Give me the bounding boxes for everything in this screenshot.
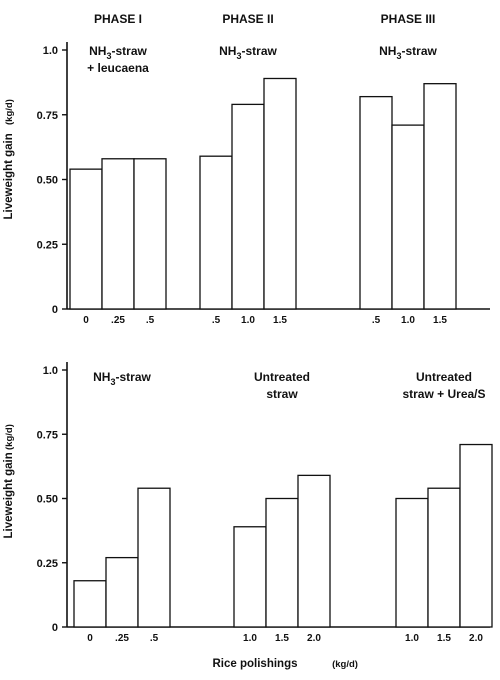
bar [359,95,393,310]
treatment-label-main: NH [93,370,110,384]
y-axis-label: Liveweight gain [3,452,15,538]
treatment-label-main: NH [379,44,396,58]
treatment-label-subscript: 3 [110,377,115,387]
x-tick-label: 0 [83,315,89,326]
treatment-label: NH3-straw [89,44,147,61]
treatment-label-line2: straw [266,387,298,401]
treatment-label-suffix: -straw [402,44,438,58]
x-tick-label: .25 [111,315,125,326]
y-tick-label: 0.75 [37,110,58,122]
y-axis-unit: (kg/d) [4,424,15,450]
bar [263,77,297,310]
bar [427,487,461,628]
x-axis-unit: (kg/d) [332,659,358,670]
treatment-label-subscript: 3 [106,51,111,61]
phase-label: PHASE I [94,12,142,26]
x-tick-label: 1.0 [241,315,255,326]
treatment-label-subscript: 3 [236,51,241,61]
x-tick-label: .25 [115,633,129,644]
treatment-label-suffix: -straw [116,370,152,384]
treatment-label: Untreated [416,370,472,384]
x-tick-label: .5 [150,633,159,644]
x-tick-label: 1.0 [405,633,419,644]
treatment-label-subscript: 3 [396,51,401,61]
x-tick-label: 1.0 [243,633,257,644]
treatment-label-main: Untreated [416,370,472,384]
bar [233,526,267,628]
y-tick-label: 0.50 [37,175,58,187]
treatment-label: NH3-straw [93,370,151,387]
bar [265,497,299,628]
bar [459,443,493,628]
y-tick-label: 1.0 [43,365,58,377]
y-tick-label: 0.50 [37,494,58,506]
y-tick-label: 0.25 [37,239,58,251]
bar [69,168,103,310]
bar [101,158,135,310]
treatment-label-main: Untreated [254,370,310,384]
treatment-label-main: NH [89,44,106,58]
y-tick-label: 1.0 [43,45,58,57]
y-axis-unit: (kg/d) [4,99,15,125]
treatment-label: Untreated [254,370,310,384]
y-axis-label: Liveweight gain [3,133,15,219]
bar [73,580,107,628]
phase-label: PHASE II [222,12,273,26]
x-tick-label: 0 [87,633,93,644]
bar [423,83,457,310]
treatment-label-suffix: -straw [242,44,278,58]
x-tick-label: 1.5 [273,315,287,326]
bar [395,497,429,628]
bar [137,487,171,628]
x-tick-label: 2.0 [469,633,483,644]
y-tick-label: 0.25 [37,558,58,570]
bar [297,474,331,628]
treatment-label-line2: straw + Urea/S [402,387,485,401]
x-tick-label: .5 [146,315,155,326]
x-tick-label: 2.0 [307,633,321,644]
treatment-label: NH3-straw [219,44,277,61]
phase-label: PHASE III [381,12,436,26]
x-tick-label: 1.5 [437,633,451,644]
y-tick-label: 0.75 [37,429,58,441]
x-tick-label: 1.5 [433,315,447,326]
bar [199,155,233,310]
treatment-label-suffix: -straw [112,44,148,58]
x-axis-label: Rice polishings [213,658,298,670]
y-tick-label: 0 [52,622,58,634]
treatment-label-main: NH [219,44,236,58]
x-tick-label: .5 [372,315,381,326]
x-tick-label: .5 [212,315,221,326]
bar [133,158,167,310]
y-tick-label: 0 [52,304,58,316]
treatment-label: NH3-straw [379,44,437,61]
treatment-label-line2: + leucaena [87,61,149,75]
x-tick-label: 1.5 [275,633,289,644]
bar [231,103,265,310]
bar [105,556,139,628]
x-tick-label: 1.0 [401,315,415,326]
bar [391,124,425,310]
